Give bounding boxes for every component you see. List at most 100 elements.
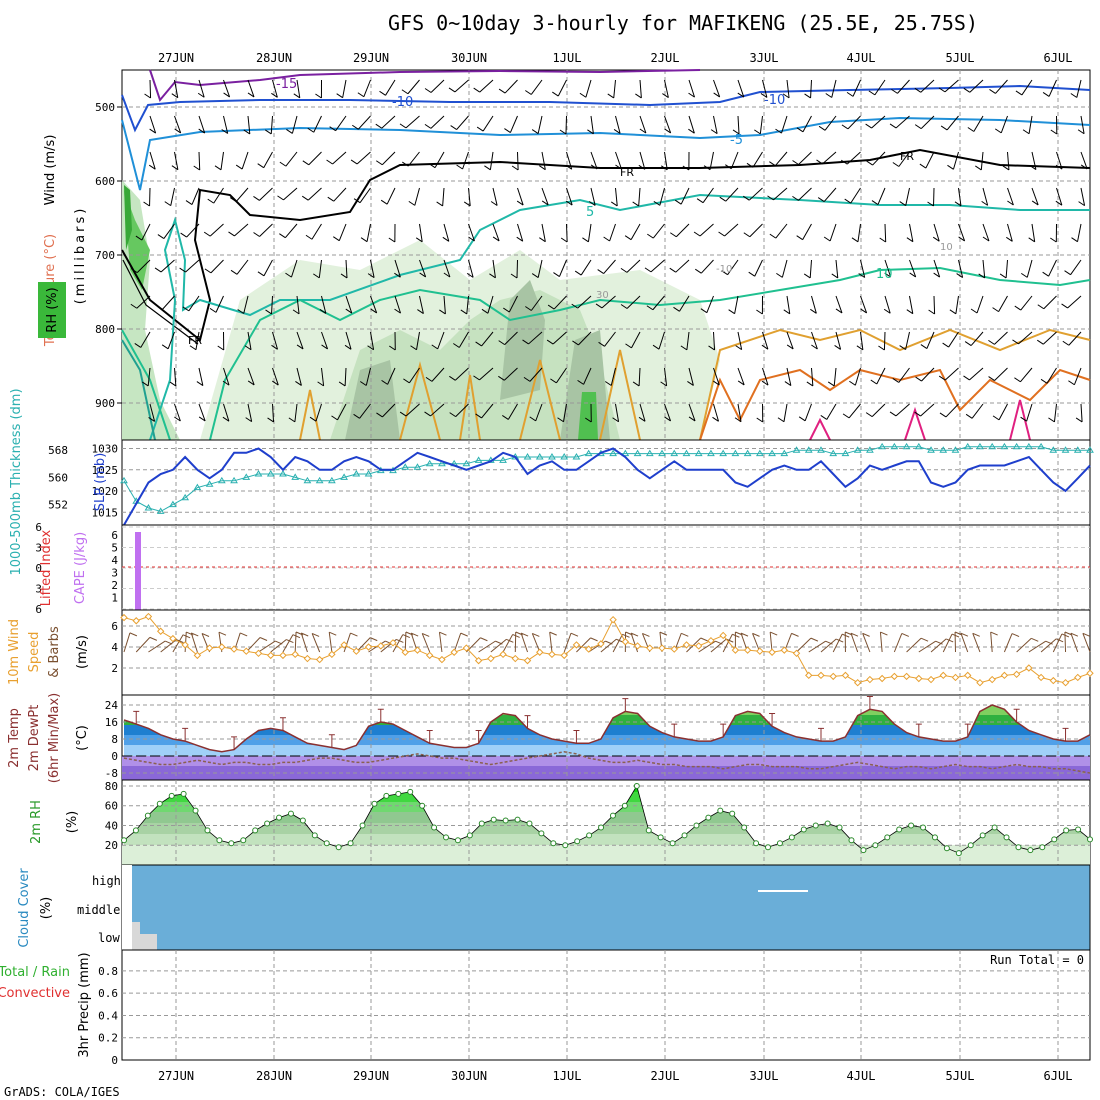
wind-point-27 xyxy=(450,648,458,656)
slp-line xyxy=(123,447,1091,526)
upper-barb-flag-48 xyxy=(352,124,359,130)
upper-barb-15 xyxy=(504,79,518,94)
upper-barb-flag-328 xyxy=(523,376,531,382)
upper-barb-flag-23 xyxy=(713,92,720,98)
upper-barb-192 xyxy=(1031,223,1036,242)
wind-point-10 xyxy=(242,647,250,655)
upper-barb-365 xyxy=(481,403,494,419)
top-date-6JUL: 6JUL xyxy=(1044,51,1073,65)
upper-barb-flag-51 xyxy=(424,123,432,129)
upper-barb-flag-73 xyxy=(967,127,975,132)
upper-barb-flag-19 xyxy=(607,93,615,99)
upper-barb-105 xyxy=(798,151,812,165)
rh-point-18 xyxy=(335,844,342,851)
sfc-barb-10 xyxy=(245,637,261,653)
upper-barb-flag-42 xyxy=(221,129,228,134)
wind-point-64 xyxy=(902,672,911,681)
cape-tick-5: 5 xyxy=(111,542,118,555)
upper-barb-354 xyxy=(223,403,230,422)
contour-label-fr-c: FR xyxy=(188,334,202,347)
upper-barb-154 xyxy=(1056,187,1063,206)
rh-point-54 xyxy=(765,844,771,851)
cloud-left-gap xyxy=(122,865,132,950)
thickness-point-41 xyxy=(621,449,630,457)
upper-barb-flag-367 xyxy=(529,416,537,422)
upper-barb-flag-303 xyxy=(878,345,885,351)
rh-point-8 xyxy=(216,837,223,844)
precip-label: 3hr Precip (mm) xyxy=(77,952,92,1057)
upper-barb-235 xyxy=(162,295,175,310)
upper-barb-191 xyxy=(1007,223,1013,242)
upper-barb-303 xyxy=(883,331,886,351)
sfc-barb-flag-0 xyxy=(129,632,138,637)
upper-barb-83 xyxy=(263,151,273,168)
thickness-point-79 xyxy=(1086,446,1094,453)
contour-label-fr-a: FR xyxy=(620,166,634,179)
upper-barb-flag-112 xyxy=(975,165,982,171)
rh-point-40 xyxy=(598,824,605,831)
upper-barb-61 xyxy=(688,115,695,134)
sfc-barb-flag-73 xyxy=(1031,637,1039,642)
upper-barb-flag-12 xyxy=(424,88,432,93)
upper-barb-flag-258 xyxy=(728,309,735,315)
upper-barb-flag-334 xyxy=(687,381,694,386)
thickness-point-3 xyxy=(156,507,165,514)
upper-barb-flag-255 xyxy=(646,305,654,311)
upper-barb-325 xyxy=(455,367,469,381)
wind-point-32 xyxy=(511,654,519,663)
upper-barb-90 xyxy=(434,151,445,168)
sfc-barb-76 xyxy=(1052,633,1063,653)
wind-point-6 xyxy=(193,651,202,660)
upper-barb-flag-345 xyxy=(938,375,946,381)
upper-barb-124 xyxy=(307,187,322,201)
upper-barb-flag-184 xyxy=(823,236,831,242)
upper-barb-flag-47 xyxy=(329,126,336,132)
upper-barb-flag-168 xyxy=(442,236,450,242)
upper-barb-flag-111 xyxy=(947,164,954,170)
rh-point-69 xyxy=(943,845,950,852)
rh-point-23 xyxy=(395,790,402,797)
cloud-low-2 xyxy=(140,934,157,950)
upper-barb-flag-280 xyxy=(321,344,328,350)
upper-barb-126 xyxy=(359,187,371,203)
upper-barb-221 xyxy=(781,259,788,278)
upper-barb-200 xyxy=(263,259,273,277)
contour-label-minus10-a: -10 xyxy=(392,95,413,110)
upper-barb-367 xyxy=(535,403,543,422)
upper-barb-329 xyxy=(555,367,567,384)
thickness-point-25 xyxy=(425,459,434,467)
upper-barb-11 xyxy=(407,79,420,95)
upper-barb-377 xyxy=(783,403,788,422)
upper-barb-62 xyxy=(713,115,718,134)
upper-barb-flag-235 xyxy=(156,304,163,310)
upper-barb-flag-232 xyxy=(1042,271,1049,277)
thickness-point-18 xyxy=(340,473,348,480)
rh-point-2 xyxy=(144,812,151,819)
sfc-barb-39 xyxy=(600,638,617,653)
wind-point-43 xyxy=(646,644,654,652)
upper-barb-1 xyxy=(174,79,179,98)
wind-point-19 xyxy=(352,647,361,655)
thickness-point-56 xyxy=(804,446,813,453)
upper-barb-141 xyxy=(725,187,739,202)
upper-barb-flag-153 xyxy=(1031,200,1039,206)
thickness-point-6 xyxy=(193,483,202,491)
upper-barb-flag-344 xyxy=(915,376,922,382)
upper-barb-168 xyxy=(443,223,450,242)
bottom-date-30JUN: 30JUN xyxy=(451,1069,487,1083)
thickness-tick-568: 568 xyxy=(48,444,68,457)
sfc-barb-flag-62 xyxy=(880,631,888,636)
upper-barb-228 xyxy=(958,259,964,278)
li-axis-label: Lifted Index xyxy=(39,529,54,606)
upper-barb-388 xyxy=(1053,403,1057,422)
upper-barb-176 xyxy=(630,223,641,240)
upper-wind-barbs xyxy=(130,79,1088,423)
upper-barb-177 xyxy=(652,223,665,239)
upper-barb-314 xyxy=(198,367,204,386)
upper-barb-flag-31 xyxy=(891,88,898,94)
rh-point-74 xyxy=(1003,834,1010,841)
upper-barb-flag-382 xyxy=(889,411,897,417)
upper-barb-359 xyxy=(337,403,347,421)
contour-label-rh10-b: -10 xyxy=(716,264,732,275)
sfc-barb-flag-74 xyxy=(1045,640,1053,645)
